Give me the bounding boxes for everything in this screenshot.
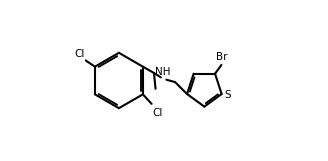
Text: S: S — [224, 90, 231, 100]
Text: Cl: Cl — [153, 108, 163, 118]
Text: NH: NH — [155, 66, 171, 76]
Text: Cl: Cl — [74, 49, 85, 59]
Text: Br: Br — [215, 52, 227, 62]
